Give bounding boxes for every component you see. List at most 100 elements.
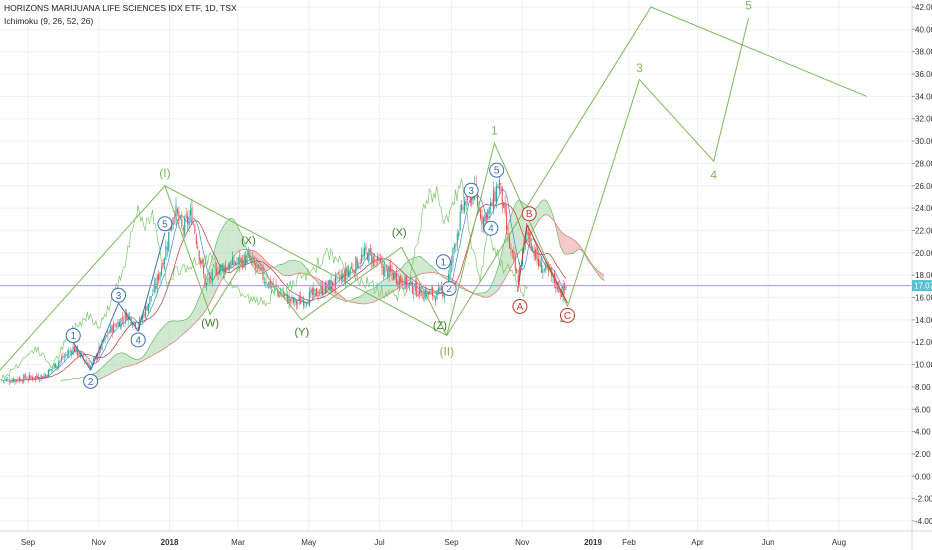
candle-body	[323, 293, 325, 295]
cloud-segment	[486, 290, 489, 298]
cloud-segment	[293, 260, 296, 275]
cloud-segment	[357, 297, 359, 304]
wave-circ-5b: 5	[494, 166, 500, 177]
candle-body	[443, 291, 445, 298]
candle-body	[342, 273, 344, 278]
cloud-segment	[241, 234, 243, 250]
candle-body	[40, 374, 42, 379]
candle-body	[216, 268, 218, 276]
candle-body	[243, 254, 245, 268]
cloud-segment	[489, 286, 491, 297]
candle-body	[352, 268, 354, 271]
cloud-segment	[166, 322, 168, 348]
candle-body	[316, 287, 318, 297]
cloud-segment	[279, 264, 281, 274]
cloud-segment	[108, 360, 110, 375]
candle-body	[24, 374, 26, 379]
y-tick-label: 0.00	[915, 472, 931, 481]
cloud-segment	[176, 320, 178, 341]
candle-body	[60, 357, 62, 361]
candle-body	[407, 283, 409, 287]
cloud-segment	[240, 231, 242, 251]
candle-body	[89, 366, 91, 369]
wave-circ-B: B	[526, 209, 533, 220]
candle-body	[33, 377, 35, 379]
candle-body	[375, 261, 377, 263]
cloud-segment	[237, 225, 239, 253]
candle-body	[539, 259, 541, 267]
wave-circ-5-circle	[157, 216, 173, 232]
candle-body	[500, 183, 502, 185]
candle-body	[269, 279, 271, 288]
candle-body	[184, 218, 186, 235]
cloud-segment	[125, 353, 127, 367]
candle-body	[555, 280, 557, 289]
cloud-segment	[183, 319, 185, 334]
candle-body	[108, 331, 110, 334]
candle-body	[513, 250, 515, 259]
candle-body	[507, 232, 509, 235]
y-tick-label: 14.00	[915, 316, 932, 325]
x-tick-label: Mar	[231, 538, 245, 547]
candle-body	[429, 291, 431, 294]
cloud-segment	[105, 362, 107, 377]
candle-body	[459, 211, 461, 230]
candle-body	[65, 354, 67, 356]
candle-body	[203, 265, 205, 275]
candle-body	[384, 266, 386, 277]
candle-body	[356, 258, 358, 269]
candle-body	[546, 266, 548, 268]
candle-body	[102, 340, 105, 342]
cloud-segment	[137, 358, 139, 364]
cloud-segment	[501, 249, 503, 286]
candle-body	[535, 249, 537, 260]
y-tick-label: 20.00	[915, 249, 932, 258]
candle-body	[5, 379, 7, 381]
last-price-value: 17.07	[914, 282, 932, 291]
y-tick-label: 22.00	[915, 226, 932, 235]
cloud-segment	[569, 237, 571, 254]
candle-body	[439, 287, 441, 291]
cloud-segment	[505, 230, 507, 279]
candle-body	[506, 211, 508, 231]
candle-body	[208, 278, 210, 280]
candle-body	[221, 265, 223, 268]
wave-label-5: 5	[745, 0, 752, 12]
candle-body	[66, 354, 68, 357]
cloud-segment	[190, 312, 193, 328]
candle-body	[363, 248, 366, 256]
candle-body	[355, 256, 357, 274]
candle-body	[287, 295, 289, 304]
candle-body	[481, 215, 483, 224]
candle-body	[116, 325, 118, 327]
candle-body	[7, 379, 9, 381]
candle-body	[176, 208, 178, 214]
cloud-segment	[495, 271, 497, 293]
cloud-segment	[537, 204, 539, 223]
candle-body	[39, 379, 41, 381]
candle-body	[529, 233, 531, 244]
candle-body	[536, 247, 538, 261]
candle-body	[213, 265, 215, 267]
candle-body	[158, 274, 160, 281]
time-axis[interactable]: Sep Nov 2018 Mar May Jul Sep Nov 2019 Feb Apr Jun Au…	[0, 530, 932, 547]
cloud-segment	[229, 218, 232, 264]
price-axis[interactable]: 42.00 40.00 38.00 36.00 34.00 32.00 30.00 28.00…	[911, 0, 932, 550]
y-tick-label: 32.00	[915, 115, 932, 124]
candle-body	[421, 297, 424, 299]
cloud-segment	[538, 202, 541, 221]
candle-body	[465, 201, 467, 204]
candle-body	[365, 246, 367, 251]
candle-body	[230, 262, 232, 267]
candle-body	[297, 302, 299, 304]
candle-body	[105, 335, 107, 337]
candle-body	[388, 265, 390, 277]
candle-body	[224, 265, 226, 273]
candle-body	[258, 264, 260, 269]
cloud-segment	[116, 353, 119, 371]
candle-body	[284, 294, 286, 296]
candle-body	[275, 284, 277, 288]
candle-body	[403, 287, 405, 289]
candle-body	[233, 259, 235, 265]
